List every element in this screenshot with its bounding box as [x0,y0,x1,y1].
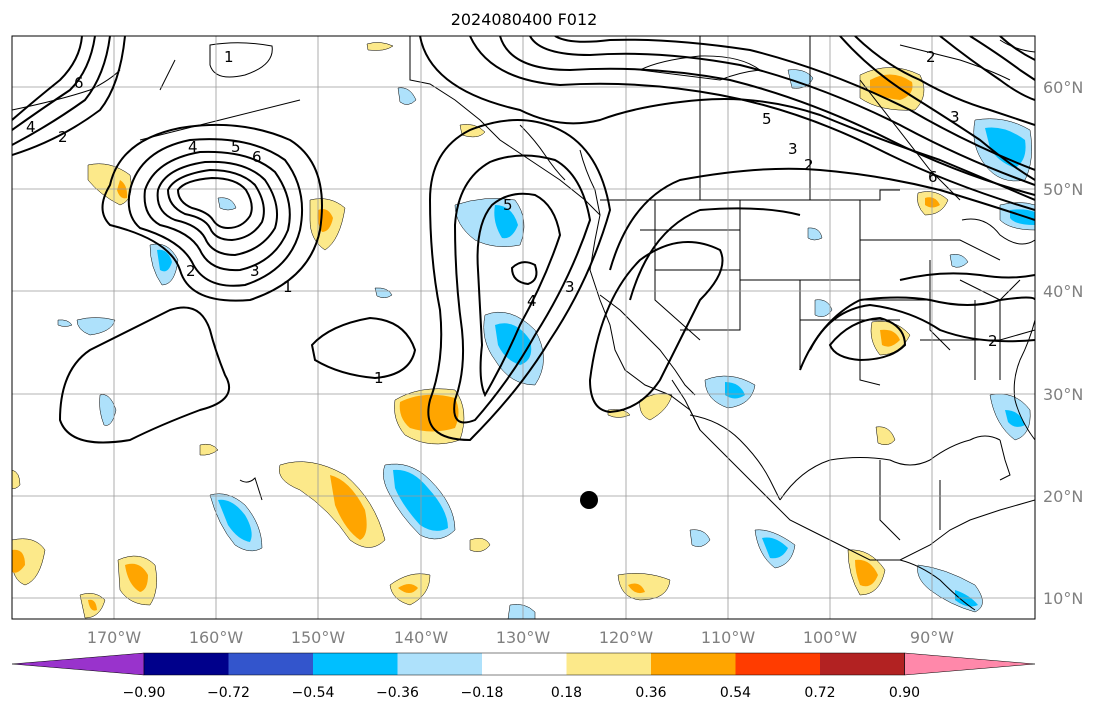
colorbar-tick-label: −0.36 [376,685,419,701]
lat-tick-label: 10°N [1043,589,1083,608]
contour-label: 3 [565,278,575,296]
colorbar-bin [735,653,820,675]
colorbar-tick-label: 0.72 [804,685,835,701]
colorbar-tick-label: 0.36 [635,685,666,701]
colorbar-outline [143,652,905,676]
colorbar-tick-label: −0.18 [461,685,504,701]
contour-label: 1 [224,48,234,66]
contour-label: 6 [74,74,84,92]
contour-label: 5 [762,110,772,128]
lon-tick-label: 150°W [291,628,346,647]
colorbar-bin [397,653,482,675]
colorbar-tick-label: 0.18 [551,685,582,701]
colorbar-over-arrow [904,652,1036,676]
positive-anomaly-fields [12,42,949,619]
contour-label: 4 [26,118,36,136]
lon-tick-label: 140°W [394,628,449,647]
contour-label: 5 [231,138,241,156]
contour-label: 1 [283,278,293,296]
lon-tick-label: 160°W [189,628,244,647]
colorbar-bin [566,653,651,675]
colorbar-tick-label: 0.54 [720,685,751,701]
contour-label: 1 [374,369,384,387]
colorbar-under-arrow [11,652,145,676]
contour-label: 2 [804,156,814,174]
contour-label: 5 [503,196,513,214]
contour-label-group: 1 1 1 2 2 2 2 2 3 3 3 3 4 4 4 5 5 5 6 6 … [26,48,998,387]
lon-tick-label: 120°W [599,628,654,647]
longitude-labels: 170°W 160°W 150°W 140°W 130°W 120°W 110°… [87,628,954,647]
lat-tick-label: 60°N [1043,78,1083,97]
contour-lines [12,36,1035,444]
land-borders [12,36,1035,611]
negative-anomaly-fields [57,69,1035,619]
map-area: 1 1 1 2 2 2 2 2 3 3 3 3 4 4 4 5 5 5 6 6 … [12,36,1035,619]
lat-tick-label: 30°N [1043,385,1083,404]
colorbar-bin [228,653,313,675]
colorbar-tick-label: 0.90 [889,685,920,701]
contour-label: 6 [252,148,262,166]
colorbar-tick-label: −0.54 [292,685,335,701]
lon-tick-label: 90°W [910,628,954,647]
lon-tick-label: 100°W [803,628,858,647]
contour-label: 2 [926,48,936,66]
contour-label: 2 [988,332,998,350]
colorbar: −0.90 −0.72 −0.54 −0.36 −0.18 0.18 0.36 … [11,652,1036,701]
colorbar-bin [651,653,736,675]
colorbar-bin [820,653,905,675]
lat-tick-label: 50°N [1043,180,1083,199]
contour-label: 3 [950,108,960,126]
colorbar-bin [482,653,567,675]
contour-label: 4 [527,292,537,310]
lat-tick-label: 40°N [1043,282,1083,301]
lat-tick-label: 20°N [1043,487,1083,506]
colorbar-bin [313,653,398,675]
lon-tick-label: 170°W [87,628,142,647]
lon-tick-label: 110°W [701,628,756,647]
graticule [12,36,1035,619]
contour-label: 2 [186,262,196,280]
colorbar-bin [144,653,229,675]
lon-tick-label: 130°W [496,628,551,647]
contour-label: 4 [188,138,198,156]
latitude-labels: 60°N 50°N 40°N 30°N 20°N 10°N [1043,78,1083,608]
colorbar-tick-label: −0.90 [123,685,166,701]
contour-label: 2 [58,128,68,146]
contour-label: 6 [928,168,938,186]
colorbar-tick-label: −0.72 [207,685,250,701]
map-frame [11,35,1036,620]
storm-center-dot [580,491,598,509]
contour-label: 3 [788,140,798,158]
contour-label: 3 [250,262,260,280]
map-title: 2024080400 F012 [450,10,598,29]
